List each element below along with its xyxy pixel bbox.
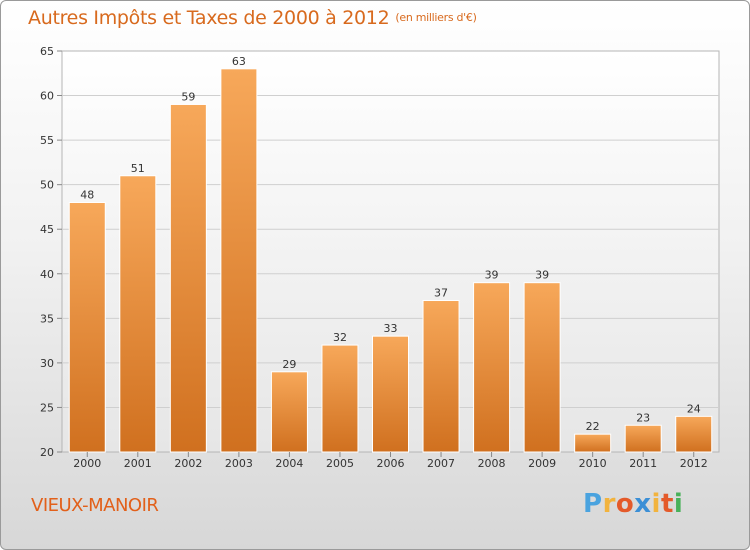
logo-letter: o xyxy=(615,489,635,519)
chart-title-text: Autres Impôts et Taxes de 2000 à 2012 xyxy=(28,7,390,29)
value-label-2007: 37 xyxy=(434,287,448,300)
chart-title: Autres Impôts et Taxes de 2000 à 2012 (en… xyxy=(28,7,477,29)
commune-name: VIEUX-MANOIR xyxy=(31,495,159,516)
y-tick-label: 35 xyxy=(40,312,54,325)
y-tick-label: 40 xyxy=(40,268,54,281)
x-tick-label-2012: 2012 xyxy=(680,457,708,470)
bar-2003 xyxy=(220,68,258,453)
x-axis: 2000 2001 2002 2003 2004 2005 2006 2007 2008 2009… xyxy=(73,452,708,470)
value-label-2003: 63 xyxy=(232,55,246,68)
x-tick-label-2003: 2003 xyxy=(225,457,253,470)
x-tick-label-2011: 2011 xyxy=(629,457,657,470)
x-tick-label-2008: 2008 xyxy=(478,457,506,470)
x-tick-label-2006: 2006 xyxy=(377,457,405,470)
y-tick-label: 50 xyxy=(40,179,54,192)
bar-2012 xyxy=(675,415,713,453)
y-tick-label: 45 xyxy=(40,223,54,236)
x-tick-label-2009: 2009 xyxy=(528,457,556,470)
value-label-2004: 29 xyxy=(282,358,296,371)
value-label-2009: 39 xyxy=(535,269,549,282)
logo-letter: x xyxy=(634,489,652,519)
y-tick-label: 25 xyxy=(40,401,54,414)
bar-2005 xyxy=(321,344,359,453)
bar-2000 xyxy=(68,201,106,453)
x-tick-label-2001: 2001 xyxy=(124,457,152,470)
logo-letter: P xyxy=(583,489,603,519)
bar-2004 xyxy=(270,371,308,453)
value-label-2000: 48 xyxy=(80,188,94,201)
value-label-2005: 32 xyxy=(333,331,347,344)
x-tick-label-2000: 2000 xyxy=(73,457,101,470)
value-label-2002: 59 xyxy=(181,90,195,103)
value-label-2010: 22 xyxy=(586,420,600,433)
bar-2002 xyxy=(169,103,207,453)
bar-2009 xyxy=(523,282,561,453)
y-axis: 20 25 30 35 40 45 50 55 60 65 xyxy=(40,45,62,459)
logo-letter: r xyxy=(602,489,616,519)
value-label-2001: 51 xyxy=(131,162,145,175)
logo-letter: i xyxy=(651,489,661,519)
y-tick-label: 20 xyxy=(40,446,54,459)
y-tick-label: 55 xyxy=(40,134,54,147)
bar-2011 xyxy=(624,424,662,453)
logo-letter: i xyxy=(673,489,684,519)
bar-2006 xyxy=(372,335,409,453)
y-tick-label: 30 xyxy=(40,357,54,370)
bars: 48 51 59 63 29 32 33 37 39 39 22 23 24 xyxy=(68,55,713,453)
x-tick-label-2005: 2005 xyxy=(326,457,354,470)
y-tick-label: 60 xyxy=(40,90,54,103)
value-label-2006: 33 xyxy=(384,322,398,335)
logo-letter: t xyxy=(660,489,674,519)
value-label-2008: 39 xyxy=(485,269,499,282)
x-tick-label-2010: 2010 xyxy=(579,457,607,470)
x-tick-label-2007: 2007 xyxy=(427,457,455,470)
x-tick-label-2002: 2002 xyxy=(174,457,202,470)
y-tick-label: 65 xyxy=(40,45,54,58)
value-label-2012: 24 xyxy=(687,402,701,415)
bar-2010 xyxy=(574,433,612,453)
x-tick-label-2004: 2004 xyxy=(275,457,303,470)
bar-2001 xyxy=(119,175,157,453)
proxiti-logo: Proxiti xyxy=(583,489,683,519)
chart-subtitle: (en milliers d'€) xyxy=(395,11,477,24)
value-label-2011: 23 xyxy=(636,411,650,424)
bar-2007 xyxy=(422,300,460,453)
bar-2008 xyxy=(473,282,511,453)
